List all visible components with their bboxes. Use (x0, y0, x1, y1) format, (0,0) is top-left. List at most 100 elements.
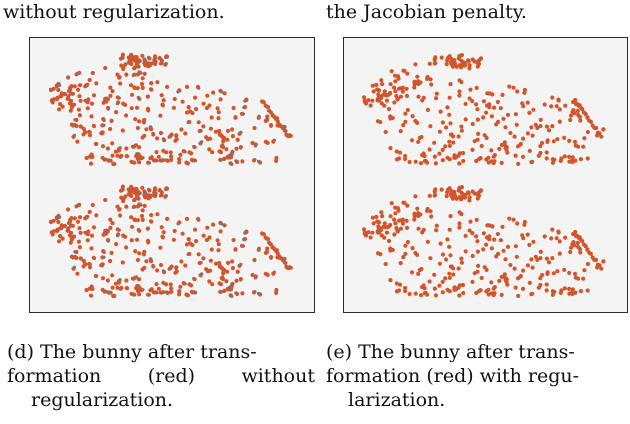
transformed-point (77, 83, 83, 88)
transformed-point (381, 92, 386, 97)
transformed-point (187, 119, 192, 125)
transformed-point (218, 229, 223, 234)
transformed-point (140, 217, 145, 222)
transformed-point (271, 139, 276, 144)
transformed-point (568, 117, 573, 123)
transformed-point (148, 288, 153, 293)
transformed-point (554, 104, 559, 109)
transformed-point (91, 255, 96, 260)
transformed-point (440, 147, 445, 152)
transformed-point (388, 246, 393, 251)
transformed-point (396, 218, 402, 223)
transformed-point (87, 261, 92, 266)
transformed-point (457, 63, 462, 68)
transformed-point (456, 153, 461, 158)
transformed-point (231, 237, 236, 243)
transformed-point (140, 76, 145, 81)
transformed-point (413, 194, 418, 199)
transformed-point (428, 124, 433, 129)
transformed-point (557, 239, 562, 244)
transformed-point (437, 261, 442, 266)
transformed-point (108, 217, 113, 222)
transformed-point (540, 140, 545, 146)
transformed-point (177, 88, 182, 93)
transformed-point (198, 273, 203, 278)
transformed-point (403, 243, 408, 248)
transformed-point (580, 107, 585, 112)
transformed-point (531, 107, 536, 112)
transformed-point (149, 87, 154, 92)
transformed-point (463, 101, 468, 106)
bunny-point-cloud (48, 184, 293, 299)
transformed-point (105, 97, 110, 102)
transformed-point (567, 286, 572, 291)
transformed-point (136, 145, 142, 150)
transformed-point (174, 269, 179, 274)
transformed-point (253, 142, 258, 147)
transformed-point (58, 94, 63, 99)
transformed-point (474, 102, 479, 107)
transformed-point (535, 257, 540, 262)
transformed-point (393, 79, 398, 84)
transformed-point (230, 259, 235, 264)
transformed-point (567, 154, 572, 159)
transformed-point (457, 89, 462, 94)
transformed-point (216, 248, 221, 253)
transformed-point (445, 190, 450, 195)
transformed-point (481, 99, 486, 104)
transformed-point (422, 154, 427, 159)
transformed-point (71, 134, 76, 139)
transformed-point (474, 85, 479, 90)
transformed-point (137, 228, 142, 233)
transformed-point (99, 263, 104, 268)
transformed-point (233, 115, 238, 120)
transformed-point (137, 251, 142, 256)
transformed-point (585, 129, 590, 135)
transformed-point (409, 138, 415, 143)
transformed-point (511, 85, 516, 90)
transformed-point (178, 284, 183, 289)
transformed-point (448, 82, 453, 87)
transformed-point (147, 188, 152, 193)
transformed-point (500, 224, 505, 229)
transformed-point (557, 251, 562, 256)
transformed-point (87, 77, 92, 83)
transformed-point (67, 101, 73, 106)
transformed-point (105, 105, 111, 111)
transformed-point (282, 128, 287, 133)
transformed-point (85, 82, 90, 87)
transformed-point (382, 221, 387, 226)
transformed-point (155, 212, 160, 217)
transformed-point (90, 154, 95, 160)
transformed-point (119, 63, 124, 68)
transformed-point (164, 54, 170, 59)
transformed-point (135, 204, 141, 209)
transformed-point (388, 82, 393, 87)
transformed-point (168, 150, 173, 155)
caption-d: (d) The bunny after trans- formation (re… (7, 340, 315, 412)
transformed-point (110, 285, 115, 290)
transformed-point (489, 148, 494, 153)
transformed-point (382, 235, 387, 240)
transformed-point (91, 123, 96, 128)
transformed-point (133, 249, 138, 254)
transformed-point (447, 143, 452, 148)
transformed-point (427, 61, 432, 66)
transformed-point (597, 131, 602, 136)
transformed-point (189, 151, 194, 156)
transformed-point (482, 265, 487, 270)
transformed-point (119, 153, 124, 158)
transformed-point (549, 104, 554, 109)
transformed-point (405, 203, 410, 208)
transformed-point (84, 155, 89, 161)
transformed-point (529, 257, 534, 262)
transformed-point (152, 54, 158, 59)
transformed-point (120, 260, 125, 265)
transformed-point (201, 124, 206, 129)
transformed-point (559, 156, 564, 161)
transformed-point (552, 157, 557, 162)
transformed-point (405, 239, 410, 245)
transformed-point (412, 217, 417, 222)
transformed-point (451, 59, 456, 64)
transformed-point (89, 114, 94, 119)
